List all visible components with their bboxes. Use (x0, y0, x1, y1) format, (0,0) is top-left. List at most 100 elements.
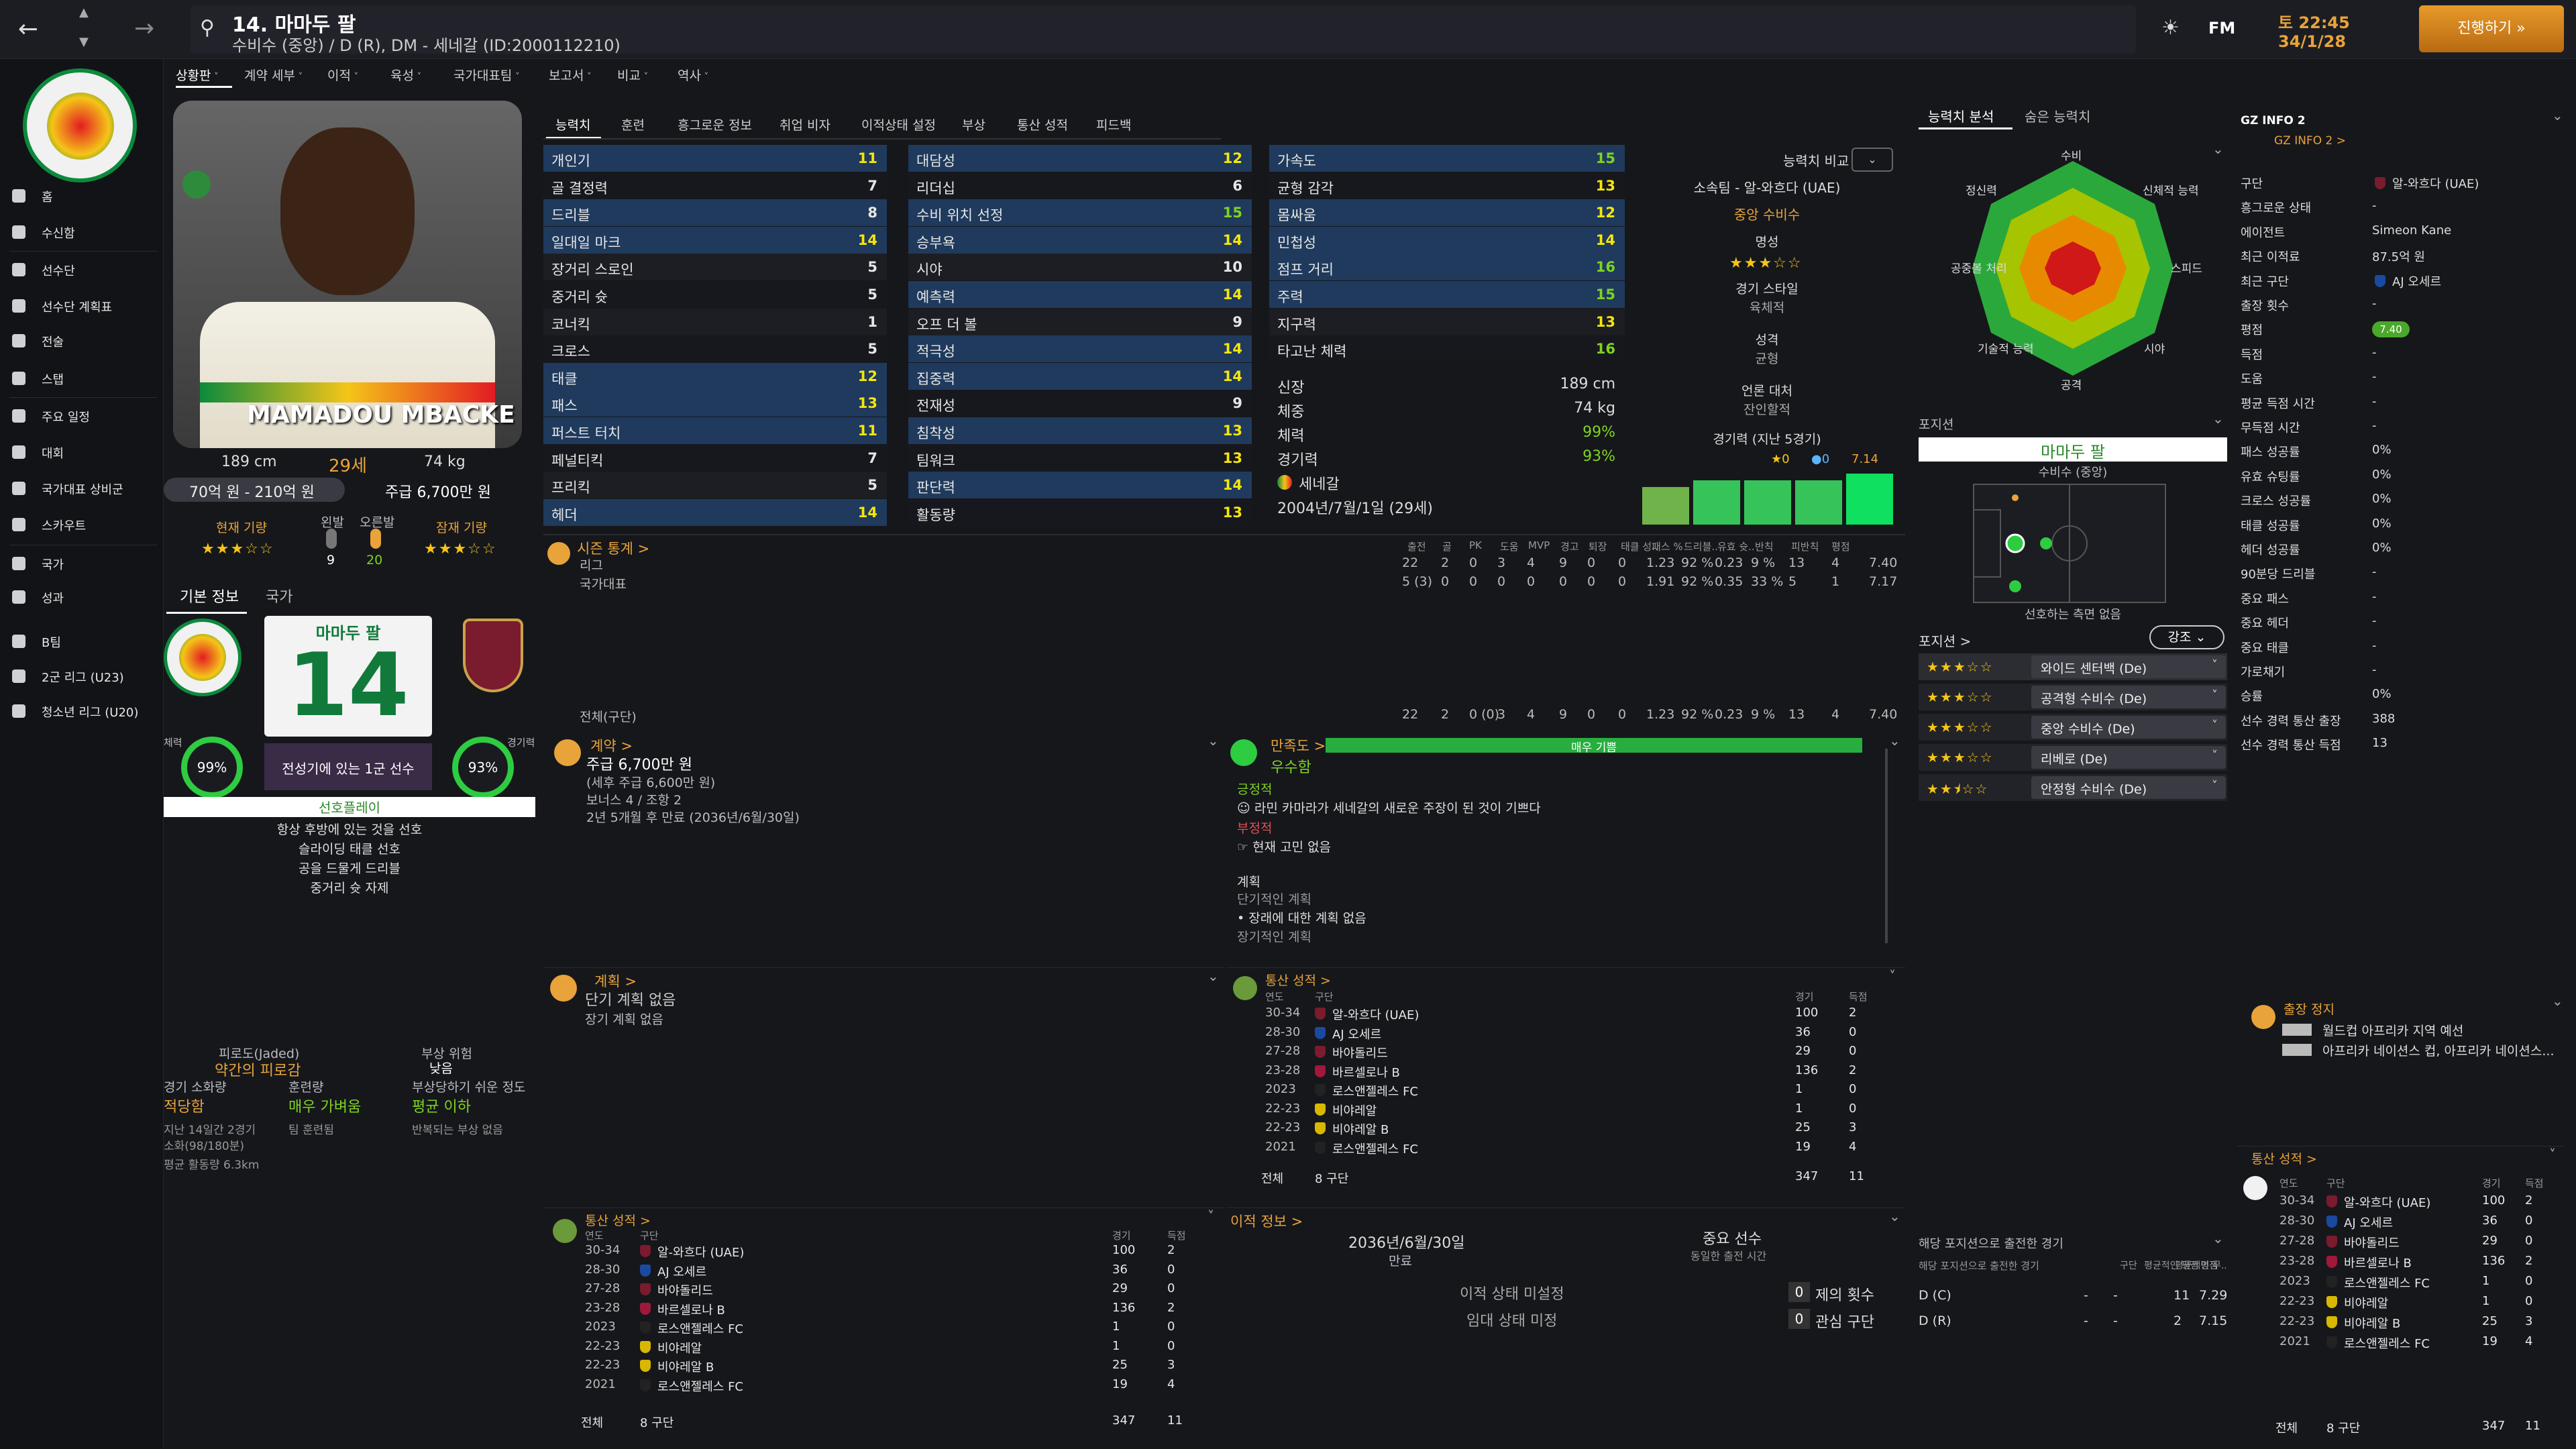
menu-3[interactable]: 육성 ˅ (390, 66, 421, 84)
career-header[interactable]: 경기 (1112, 1230, 1131, 1242)
attribute-row[interactable]: 장거리 스로인 5 (543, 254, 887, 281)
sidebar-item[interactable]: 주요 일정 (0, 397, 164, 429)
sidebar-item[interactable]: B팀 (0, 628, 164, 655)
compare-dropdown[interactable]: ⌄ (1851, 148, 1893, 172)
tab-3[interactable]: 취업 비자 (780, 118, 830, 133)
career-row[interactable]: 23-28 바르셀로나 B 136 2 (543, 1301, 1225, 1320)
menu-6[interactable]: 비교 ˅ (617, 66, 648, 84)
career-header[interactable]: 구단 (1315, 991, 1334, 1003)
attribute-row[interactable]: 시야 10 (908, 254, 1252, 281)
sidebar-item[interactable]: 국가대표 상비군 (0, 475, 164, 502)
attribute-row[interactable]: 가속도 15 (1269, 145, 1625, 172)
attribute-row[interactable]: 골 결정력 7 (543, 172, 887, 199)
career-header[interactable]: 득점 (1849, 991, 1868, 1003)
role-dropdown[interactable]: 안정형 수비수 (De) ˅ (2031, 776, 2226, 799)
role-dropdown[interactable]: 리베로 (De) ˅ (2031, 746, 2226, 769)
career-row[interactable]: 27-28 바야돌리드 29 0 (1228, 1044, 1905, 1063)
attribute-row[interactable]: 페널티킥 7 (543, 444, 887, 472)
career-title[interactable]: 통산 성적 > (585, 1214, 651, 1228)
stats-header[interactable]: PK (1469, 539, 1482, 551)
attribute-row[interactable]: 드리블 8 (543, 199, 887, 227)
career-row[interactable]: 22-23 비야레알 B 25 3 (543, 1358, 1225, 1377)
career-row[interactable]: 2021 로스앤젤레스 FC 19 4 (543, 1377, 1225, 1397)
stats-header[interactable]: 퇴장 (1589, 541, 1607, 553)
career-header[interactable]: 연도 (585, 1230, 604, 1242)
career-row[interactable]: 22-23 비야레알 1 0 (2238, 1294, 2565, 1314)
career-row[interactable]: 2023 로스앤젤레스 FC 1 0 (543, 1320, 1225, 1339)
suspension-collapse-icon[interactable]: ⌄ (2552, 993, 2563, 1009)
roles-title[interactable]: 포지션 > (1919, 633, 1972, 649)
contract-title[interactable]: 계약 > (590, 738, 633, 754)
role-row[interactable]: ★★★☆☆ 리베로 (De) ˅ (1919, 744, 2227, 771)
scrollbar[interactable] (1885, 749, 1888, 943)
attribute-row[interactable]: 태클 12 (543, 362, 887, 390)
career-row[interactable]: 2023 로스앤젤레스 FC 1 0 (2238, 1274, 2565, 1294)
fm-label[interactable]: FM (2208, 19, 2236, 38)
attribute-row[interactable]: 지구력 13 (1269, 308, 1625, 335)
back-arrow-icon[interactable]: ← (17, 15, 39, 43)
attribute-row[interactable]: 일대일 마크 14 (543, 226, 887, 254)
happiness-title[interactable]: 만족도 > (1271, 738, 1326, 754)
stats-header[interactable]: 평점 (1831, 541, 1850, 553)
attribute-row[interactable]: 집중력 14 (908, 362, 1252, 390)
sidebar-item[interactable]: 스카우트 (0, 511, 164, 538)
career-row[interactable]: 27-28 바야돌리드 29 0 (543, 1281, 1225, 1301)
attribute-row[interactable]: 점프 거리 16 (1269, 254, 1625, 281)
stats-header[interactable]: 태클 성.. (1621, 541, 1658, 553)
stats-header[interactable]: 유효 슛.. (1717, 541, 1755, 553)
game-icon[interactable]: ☀ (2161, 16, 2180, 40)
role-dropdown[interactable]: 공격형 수비수 (De) ˅ (2031, 686, 2226, 708)
attribute-row[interactable]: 헤더 14 (543, 498, 887, 526)
transfer-collapse-icon[interactable]: ⌄ (1889, 1208, 1900, 1224)
career-row[interactable]: 23-28 바르셀로나 B 136 2 (2238, 1254, 2565, 1274)
career-title[interactable]: 통산 성적 > (2251, 1152, 2317, 1167)
tab-2[interactable]: 흥그로운 정보 (678, 118, 752, 133)
attribute-row[interactable]: 팀워크 13 (908, 444, 1252, 472)
career-header[interactable]: 구단 (640, 1230, 659, 1242)
stats-header[interactable]: 반칙 (1755, 541, 1774, 553)
plan-collapse-icon[interactable]: ⌄ (1208, 968, 1219, 984)
sidebar-item[interactable]: 대회 (0, 439, 164, 466)
sidebar-item[interactable]: 홈 (0, 182, 164, 209)
menu-2[interactable]: 이적 ˅ (327, 66, 358, 84)
career-row[interactable]: 28-30 AJ 오세르 36 0 (1228, 1025, 1905, 1044)
sidebar-item[interactable]: 전술 (0, 327, 164, 354)
gz-collapse-icon[interactable]: ⌄ (2552, 107, 2563, 123)
tab-6[interactable]: 통산 성적 (1017, 118, 1068, 133)
attribute-row[interactable]: 프리킥 5 (543, 472, 887, 499)
career-title[interactable]: 통산 성적 > (1265, 973, 1331, 988)
career-row[interactable]: 22-23 비야레알 1 0 (1228, 1102, 1905, 1121)
sidebar-item[interactable]: 스탭 (0, 365, 164, 392)
stats-header[interactable]: 드리블.. (1684, 541, 1718, 553)
attribute-row[interactable]: 예측력 14 (908, 281, 1252, 308)
chevron-down-icon[interactable]: ˅ (1208, 1208, 1214, 1224)
stats-header[interactable]: 출전 (1407, 541, 1426, 553)
date-line2[interactable]: 34/1/28 (2278, 32, 2347, 51)
forward-arrow-icon[interactable]: → (134, 15, 155, 42)
stats-header[interactable]: 골 (1442, 541, 1452, 553)
attribute-row[interactable]: 수비 위치 선정 15 (908, 199, 1252, 227)
attribute-row[interactable]: 오프 더 볼 9 (908, 308, 1252, 335)
tab-ability-analysis[interactable]: 능력치 분석 (1928, 109, 1994, 125)
continue-button[interactable]: 진행하기 » (2419, 5, 2564, 52)
tab-5[interactable]: 부상 (962, 118, 985, 133)
career-row[interactable]: 27-28 바야돌리드 29 0 (2238, 1234, 2565, 1254)
career-header[interactable]: 경기 (1795, 991, 1814, 1003)
menu-7[interactable]: 역사 ˅ (678, 66, 708, 84)
stats-header[interactable]: 패스 % (1652, 541, 1683, 553)
gz-subtitle[interactable]: GZ INFO 2 > (2274, 134, 2346, 148)
stats-header[interactable]: 도움 (1500, 541, 1519, 553)
role-dropdown[interactable]: 중앙 수비수 (De) ˅ (2031, 716, 2226, 739)
career-header[interactable]: 득점 (2525, 1177, 2544, 1189)
sidebar-item[interactable]: 국가 (0, 545, 164, 577)
sidebar-item[interactable]: 청소년 리그 (U20) (0, 698, 164, 724)
career-row[interactable]: 22-23 비야레알 B 25 3 (2238, 1314, 2565, 1334)
attribute-row[interactable]: 코너킥 1 (543, 308, 887, 335)
sidebar-item[interactable]: 선수단 계획표 (0, 292, 164, 319)
tab-basic-info[interactable]: 기본 정보 (180, 589, 239, 606)
menu-5[interactable]: 보고서 ˅ (549, 66, 592, 84)
pos-apps-collapse-icon[interactable]: ⌄ (2212, 1230, 2224, 1246)
position-collapse-icon[interactable]: ⌄ (2212, 411, 2224, 427)
sidebar-item[interactable]: 선수단 (0, 251, 164, 283)
sidebar-item[interactable]: 수신함 (0, 219, 164, 246)
